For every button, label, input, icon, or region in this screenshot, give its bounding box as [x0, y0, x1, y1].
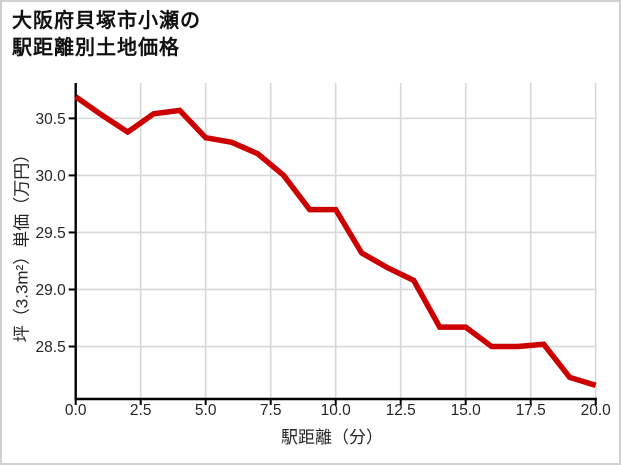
y-tick-label: 28.5	[36, 339, 66, 356]
y-tick-label: 29.0	[36, 282, 67, 299]
x-tick-label: 5.0	[195, 402, 217, 419]
chart-title: 大阪府貝塚市小瀬の 駅距離別土地価格	[12, 8, 201, 62]
y-tick-label: 30.5	[36, 111, 66, 128]
x-tick-label: 17.5	[516, 402, 546, 419]
x-tick-label: 12.5	[386, 402, 416, 419]
y-tick-label: 29.5	[36, 225, 66, 242]
chart-title-line2: 駅距離別土地価格	[12, 37, 180, 59]
y-tick-label: 30.0	[36, 168, 67, 185]
x-axis-title: 駅距離（分）	[281, 428, 383, 447]
x-tick-label: 0.0	[65, 402, 87, 419]
x-tick-label: 20.0	[581, 402, 612, 419]
chart-title-line1: 大阪府貝塚市小瀬の	[12, 10, 201, 32]
x-tick-label: 2.5	[130, 402, 152, 419]
y-axis-title: 坪（3.3m²）単価（万円）	[12, 145, 32, 343]
price-data-line	[74, 94, 597, 388]
x-tick-label: 15.0	[451, 402, 482, 419]
x-tick-label: 10.0	[321, 402, 352, 419]
x-tick-label: 7.5	[260, 402, 282, 419]
